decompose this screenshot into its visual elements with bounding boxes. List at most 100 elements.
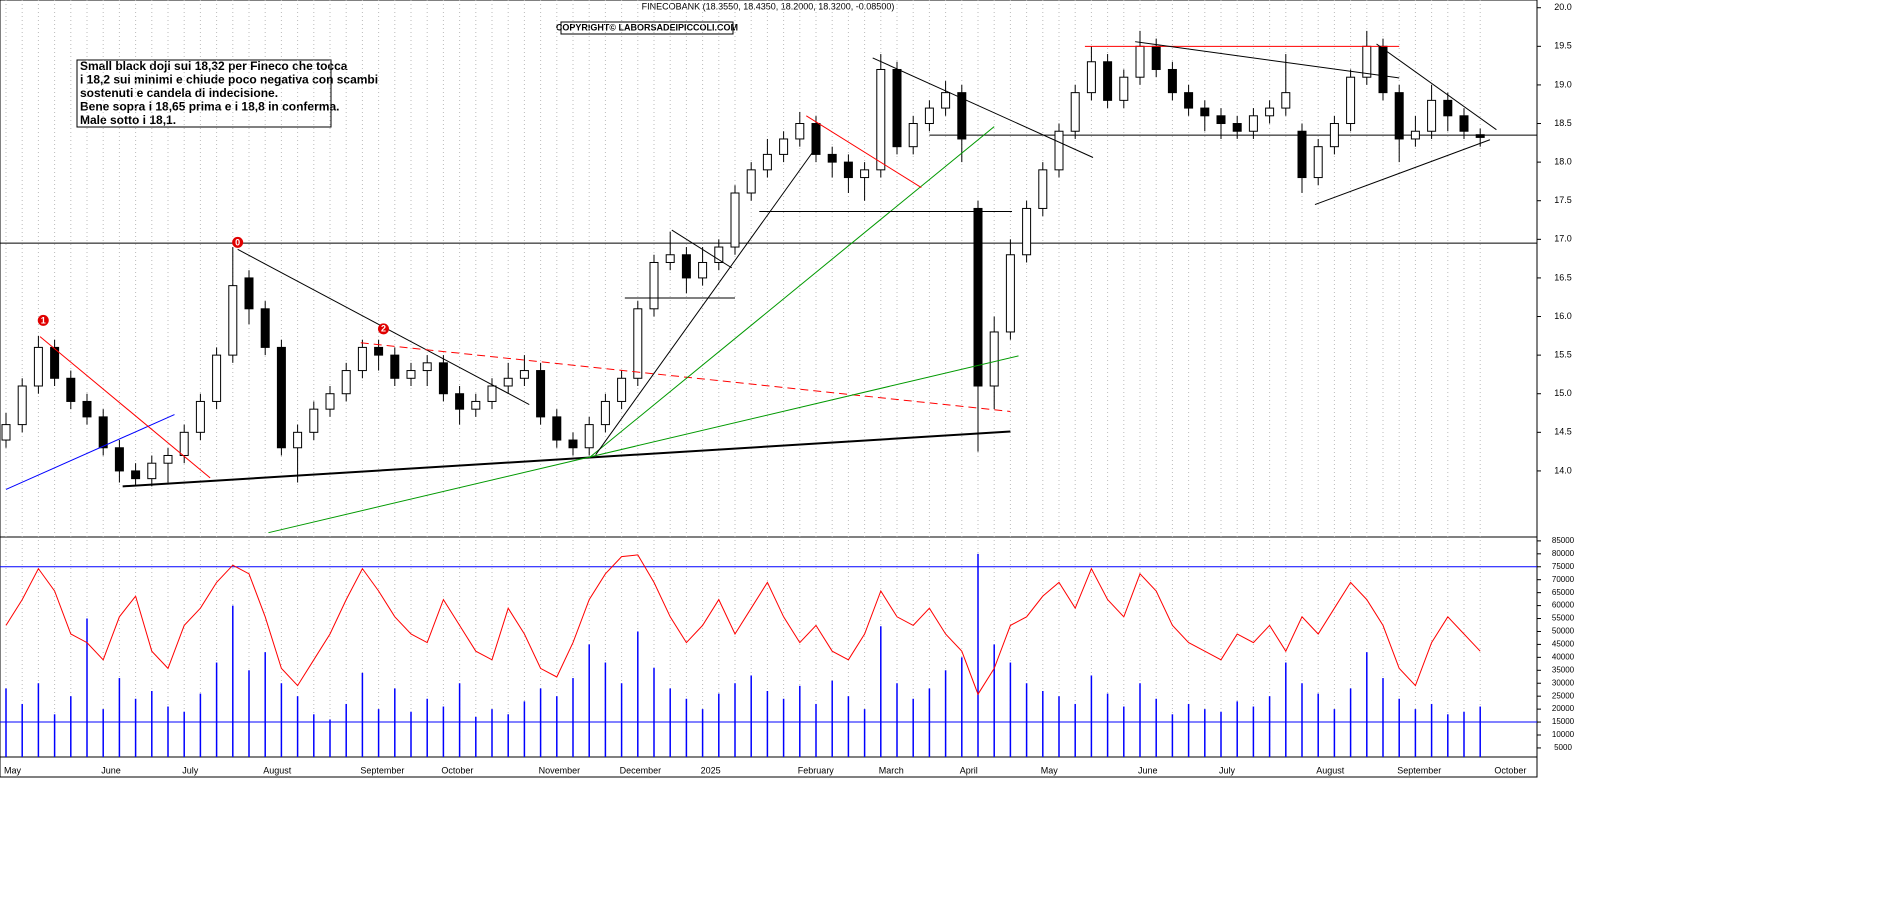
candle-body <box>1475 134 1485 138</box>
candle-body <box>892 68 902 148</box>
month-label: May <box>1041 765 1059 775</box>
candle-body <box>1346 76 1356 125</box>
candle-body <box>293 431 303 449</box>
candle-body <box>1054 130 1064 171</box>
candle-body <box>811 123 821 155</box>
candle-body <box>357 346 367 372</box>
candle-body <box>66 377 76 402</box>
y-tick-label: 30000 <box>1552 678 1575 687</box>
month-label: October <box>1494 765 1526 775</box>
trendline <box>1376 43 1497 131</box>
annotation-frame <box>76 59 332 128</box>
candle-body <box>325 393 335 410</box>
y-tick-label: 80000 <box>1552 549 1575 558</box>
candle-body <box>843 161 853 179</box>
candle-body <box>519 370 529 379</box>
month-label: August <box>263 765 292 775</box>
trendline <box>39 336 211 479</box>
candle-body <box>730 192 740 248</box>
y-tick-label: 70000 <box>1552 575 1575 584</box>
month-label: March <box>879 765 904 775</box>
trendline <box>122 430 1011 488</box>
candle-body <box>114 447 124 472</box>
candle-body <box>1 424 11 441</box>
trendline <box>5 414 175 490</box>
annotation-line: Male sotto i 18,1. <box>80 113 176 127</box>
y-tick-label: 16.0 <box>1554 311 1572 321</box>
copyright-box <box>560 21 734 35</box>
candle-body <box>228 285 238 356</box>
candle-body <box>455 393 465 410</box>
candle-body <box>1005 254 1015 333</box>
oscillator-line <box>5 554 1481 696</box>
y-tick-label: 55000 <box>1552 614 1575 623</box>
candle-body <box>244 277 254 310</box>
candle-body <box>1167 68 1177 94</box>
candle-body <box>860 169 870 179</box>
candle-body <box>714 246 724 263</box>
annotation-line: sostenuti e candela di indecisione. <box>80 86 278 100</box>
candle-body <box>17 385 27 426</box>
candle-body <box>276 346 286 449</box>
candle-body <box>309 408 319 433</box>
candle-body <box>1248 115 1258 132</box>
marker-dot <box>377 323 389 335</box>
annotation-line: i 18,2 sui minimi e chiude poco negativa… <box>80 73 378 87</box>
candle-body <box>406 370 416 379</box>
annotation-box: Small black doji sui 18,32 per Fineco ch… <box>76 59 378 128</box>
marker-label: 2 <box>381 324 386 334</box>
copyright: COPYRIGHT© LABORSADEIPICCOLI.COM <box>556 22 738 32</box>
month-label: September <box>1397 765 1441 775</box>
candle-body <box>50 346 60 379</box>
candle-body <box>600 400 610 426</box>
candle-body <box>1216 115 1226 125</box>
y-tick-label: 15000 <box>1552 717 1575 726</box>
trendline <box>1314 139 1491 206</box>
candle-body <box>957 92 967 140</box>
candle-body <box>341 370 351 395</box>
candle-body <box>1265 107 1275 117</box>
month-label: October <box>441 765 473 775</box>
trendline <box>588 126 995 459</box>
y-tick-label: 17.0 <box>1554 234 1572 244</box>
y-tick-label: 60000 <box>1552 601 1575 610</box>
candle-body <box>746 169 756 194</box>
y-tick-label: 40000 <box>1552 652 1575 661</box>
y-tick-label: 20.0 <box>1554 2 1572 12</box>
header: FINECOBANK (18.3550, 18.4350, 18.2000, 1… <box>642 1 895 11</box>
marker-dot <box>232 236 244 248</box>
frame <box>0 0 1538 778</box>
candle-body <box>973 207 983 387</box>
marker-dot <box>37 314 49 326</box>
y-tick-label: 85000 <box>1552 536 1575 545</box>
candle-body <box>1297 130 1307 179</box>
candle-body <box>876 68 886 171</box>
candle-body <box>82 400 92 418</box>
y-tick-label: 15.0 <box>1554 388 1572 398</box>
candle-body <box>390 354 400 379</box>
candle-body <box>989 331 999 387</box>
y-tick-label: 14.5 <box>1554 427 1572 437</box>
marker-label: 1 <box>41 315 46 325</box>
candle-body <box>1410 130 1420 140</box>
candle-body <box>1119 76 1129 101</box>
candle-body <box>179 431 189 456</box>
y-tick-label: 35000 <box>1552 665 1575 674</box>
candle-body <box>1232 123 1242 132</box>
candle-body <box>260 308 270 348</box>
trendline <box>1135 41 1400 79</box>
candle-body <box>1200 107 1210 117</box>
y-tick-label: 20000 <box>1552 704 1575 713</box>
candle-body <box>1022 207 1032 256</box>
candle-body <box>487 385 497 402</box>
candle-body <box>779 138 789 155</box>
month-label: May <box>4 765 22 775</box>
candle-body <box>1103 61 1113 101</box>
trendline <box>872 57 1094 158</box>
y-tick-label: 15.5 <box>1554 349 1572 359</box>
month-label: February <box>798 765 835 775</box>
candle-body <box>1459 115 1469 132</box>
candle-body <box>698 261 708 279</box>
candle-body <box>33 346 43 387</box>
